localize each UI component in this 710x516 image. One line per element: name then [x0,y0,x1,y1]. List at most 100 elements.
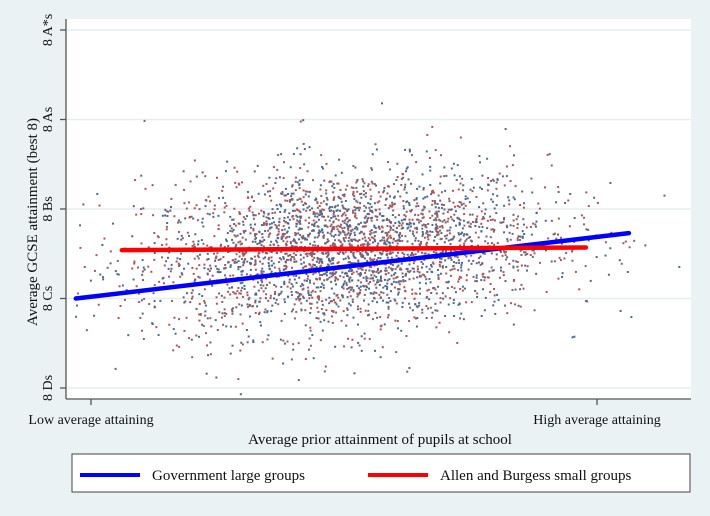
scatter-point [367,237,370,240]
scatter-point [439,301,442,304]
scatter-point [294,189,297,192]
scatter-point [387,301,390,304]
scatter-point [585,228,588,231]
scatter-point [343,193,346,196]
scatter-point [372,271,375,274]
scatter-point [341,286,344,289]
scatter-point [332,198,335,201]
scatter-point [312,252,315,255]
scatter-point [375,259,378,262]
scatter-point [275,239,278,242]
scatter-point [492,304,495,307]
scatter-point [421,227,424,230]
scatter-point [343,219,346,222]
scatter-point [210,325,213,328]
scatter-point [491,228,494,231]
scatter-point [302,295,305,298]
scatter-point [269,244,272,247]
scatter-point [386,225,389,228]
scatter-point [166,215,169,218]
scatter-point [133,262,136,265]
scatter-point [496,194,499,197]
scatter-point [312,212,315,215]
scatter-point [371,211,374,214]
scatter-point [259,324,262,327]
scatter-point [465,301,468,304]
scatter-point [440,261,443,264]
scatter-point [262,223,265,226]
scatter-point [441,292,444,295]
scatter-point [213,252,216,255]
scatter-point [325,192,328,195]
scatter-point [471,190,474,193]
scatter-point [467,259,470,262]
scatter-point [555,201,558,204]
scatter-point [334,279,337,282]
scatter-point [335,217,338,220]
scatter-point [170,300,173,303]
scatter-point [331,244,334,247]
scatter-point [524,251,527,254]
scatter-point [334,276,337,279]
scatter-point [593,196,596,199]
scatter-point [280,319,283,322]
scatter-point [452,265,455,268]
scatter-point [346,275,349,278]
scatter-point [204,199,207,202]
scatter-point [370,292,373,295]
scatter-point [499,221,502,224]
scatter-point [440,237,443,240]
scatter-point [181,273,184,276]
scatter-point [544,219,547,222]
scatter-point [357,273,360,276]
scatter-point [382,191,385,194]
scatter-point [340,294,343,297]
scatter-point [317,244,320,247]
scatter-point [352,192,355,195]
scatter-point [282,225,285,228]
scatter-point [366,217,369,220]
scatter-point [361,250,364,253]
scatter-point [401,173,404,176]
scatter-point [167,210,170,213]
scatter-point [330,229,333,232]
scatter-point [321,213,324,216]
scatter-point [314,215,317,218]
scatter-point [403,188,406,191]
scatter-point [353,215,356,218]
scatter-point [357,244,360,247]
scatter-point [229,224,232,227]
scatter-point [441,265,444,268]
scatter-point [348,242,351,245]
scatter-point [409,210,412,213]
scatter-point [373,234,376,237]
scatter-point [347,208,350,211]
scatter-point [302,256,305,259]
scatter-point [266,338,269,341]
scatter-point [293,239,296,242]
scatter-point [389,204,392,207]
scatter-point [529,226,532,229]
scatter-point [512,219,515,222]
scatter-point [389,227,392,230]
scatter-point [330,216,333,219]
scatter-point [263,212,266,215]
scatter-point [277,154,280,157]
scatter-point [418,243,421,246]
scatter-point [359,244,362,247]
scatter-point [320,202,323,205]
scatter-point [596,201,599,204]
scatter-point [384,198,387,201]
scatter-point [215,376,218,379]
scatter-point [213,204,216,207]
scatter-point [355,270,358,273]
scatter-point [358,206,361,209]
scatter-point [378,283,381,286]
scatter-point [516,239,519,242]
scatter-point [408,366,411,369]
scatter-point [373,258,376,261]
scatter-point [344,272,347,275]
scatter-point [332,183,335,186]
scatter-point [532,249,535,252]
scatter-point [463,287,466,290]
